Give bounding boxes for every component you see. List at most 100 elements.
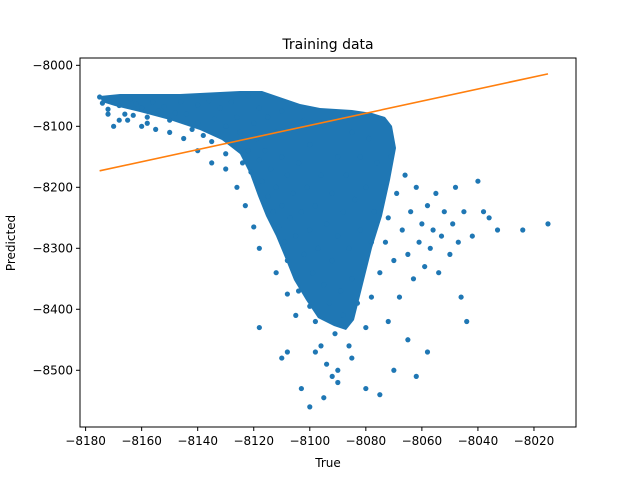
data-point [394,190,400,197]
data-point [279,203,285,209]
data-point [256,245,262,251]
point-cloud [100,91,396,330]
data-point [346,343,352,349]
data-point [125,117,131,123]
data-point [251,224,257,230]
data-point [122,111,128,117]
data-point [293,273,299,279]
x-tick-label: −8140 [177,434,218,448]
data-point [189,126,195,132]
data-point [329,257,335,264]
data-point [357,227,363,233]
data-point [323,221,330,227]
data-point [150,99,156,105]
data-point [116,117,122,123]
data-point [237,129,243,136]
data-point [427,245,433,251]
data-point [343,172,349,178]
data-point [455,239,461,245]
data-point [284,257,290,264]
data-point [105,111,111,117]
data-point [380,184,386,190]
data-point [486,215,492,221]
x-tick-label: −8160 [121,434,162,448]
data-point [363,385,369,392]
data-point [408,209,414,215]
data-point [167,129,173,136]
data-point [371,209,377,215]
data-point [251,120,257,126]
data-point [256,105,262,111]
data-point [223,151,229,157]
data-point [239,160,246,166]
data-point [298,385,304,392]
data-point [209,138,215,145]
data-point [321,395,327,401]
data-point [385,318,391,325]
data-point [545,221,551,227]
data-point [265,114,271,120]
data-point [116,102,122,109]
data-point [413,184,419,190]
data-point [234,114,240,120]
data-point [332,331,338,337]
data-point [234,184,240,190]
data-point [181,135,187,142]
data-point [357,154,363,160]
data-point [307,142,313,148]
x-tick-label: −8120 [233,434,274,448]
data-point [464,318,470,325]
fit-line [99,73,549,172]
data-point [354,300,361,306]
data-point [153,126,159,132]
data-point [416,239,422,245]
data-point [183,111,190,117]
data-point [391,257,397,264]
data-point [284,172,290,178]
data-point [360,263,366,270]
data-point [520,227,526,233]
data-point [200,132,206,139]
y-tick-label: −8400 [32,302,73,316]
data-point [385,215,391,221]
data-point [475,178,481,184]
data-point [262,148,268,154]
data-point [273,270,279,276]
dense-region [100,91,396,330]
data-point [363,324,369,331]
data-point [321,123,327,129]
data-point [307,227,313,233]
data-point [256,157,262,163]
data-point [315,245,321,251]
data-point [340,312,347,318]
data-point [279,355,285,361]
data-point [217,105,223,111]
data-point [144,120,150,126]
x-tick-label: −8060 [402,434,443,448]
data-point [326,300,333,306]
data-point [368,239,375,245]
data-point [346,245,352,251]
data-point [452,184,459,190]
data-point [139,123,145,129]
data-point [133,101,139,107]
data-point [396,294,403,300]
data-point [366,135,372,142]
line-layer [99,73,549,172]
data-point [144,114,150,120]
data-point [413,373,419,379]
data-point [295,160,302,166]
data-point [295,288,302,294]
data-point [97,94,103,100]
data-point [352,196,358,203]
y-axis: −8000 −8100 −8200 −8300 −8400 −8500 [32,58,80,377]
data-point [245,93,251,99]
data-point [419,221,425,227]
data-point [105,106,111,112]
data-point [111,98,117,104]
data-point [312,349,318,355]
data-point [374,160,380,166]
data-point [111,123,117,129]
data-point [363,184,369,190]
